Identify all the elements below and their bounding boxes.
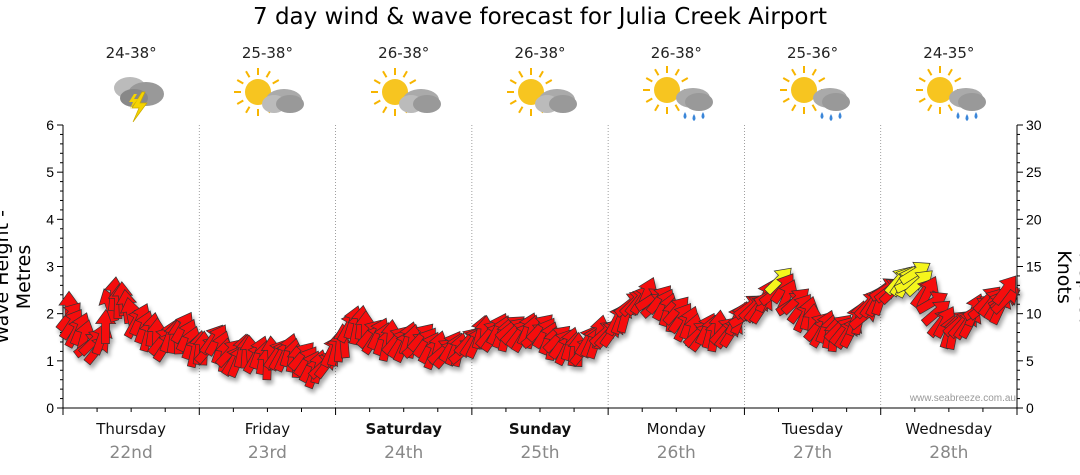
day-name-label: Monday xyxy=(646,420,706,438)
y-tick-label-right: 15 xyxy=(1026,259,1042,275)
storm-cloud-icon xyxy=(63,64,199,123)
y-tick-label-left: 0 xyxy=(46,400,54,416)
day-temperature: 24-38° xyxy=(105,44,157,62)
y-tick-label-left: 5 xyxy=(46,164,54,180)
day-name-label: Sunday xyxy=(508,420,572,438)
day-temperature: 25-38° xyxy=(241,44,293,62)
sun-cloud-icon xyxy=(199,64,335,122)
y-tick-label-left: 3 xyxy=(46,259,54,275)
day-date-label: 28th xyxy=(929,443,969,463)
sun-cloud-icon xyxy=(472,64,608,122)
wind-arrow xyxy=(991,275,1017,306)
day-temperature: 24-35° xyxy=(923,44,975,62)
y-tick-label-right: 25 xyxy=(1026,164,1042,180)
y-tick-label-right: 5 xyxy=(1026,353,1034,369)
y-tick-label-right: 20 xyxy=(1026,211,1042,227)
day-name-label: Friday xyxy=(244,420,291,438)
sun-rain-icon xyxy=(608,64,744,122)
day-temperature: 25-36° xyxy=(787,44,839,62)
day-date-label: 26th xyxy=(656,443,696,463)
day-date-label: 27th xyxy=(793,443,833,463)
day-temperature: 26-38° xyxy=(378,44,430,62)
y-tick-label-left: 4 xyxy=(46,211,54,227)
day-date-label: 22nd xyxy=(109,443,153,463)
y-tick-label-right: 10 xyxy=(1026,306,1042,322)
day-name-label: Tuesday xyxy=(782,420,844,438)
day-name-label: Wednesday xyxy=(905,420,993,438)
sun-rain-icon xyxy=(881,64,1017,122)
chart-title: 7 day wind & wave forecast for Julia Cre… xyxy=(253,4,827,30)
y-tick-label-left: 2 xyxy=(46,306,54,322)
sun-rain-icon xyxy=(745,64,881,122)
y-tick-label-right: 0 xyxy=(1026,400,1034,416)
y-tick-label-right: 30 xyxy=(1026,117,1042,133)
day-date-label: 23rd xyxy=(247,443,287,463)
watermark: www.seabreeze.com.au xyxy=(909,393,1016,404)
sun-cloud-icon xyxy=(336,64,472,122)
day-name-label: Saturday xyxy=(365,420,442,438)
y-tick-label-left: 6 xyxy=(46,117,54,133)
day-date-label: 25th xyxy=(520,443,560,463)
day-temperature: 26-38° xyxy=(650,44,702,62)
day-name-label: Thursday xyxy=(96,420,167,438)
y-tick-label-left: 1 xyxy=(46,353,54,369)
day-temperature: 26-38° xyxy=(514,44,566,62)
day-date-label: 24th xyxy=(384,443,424,463)
